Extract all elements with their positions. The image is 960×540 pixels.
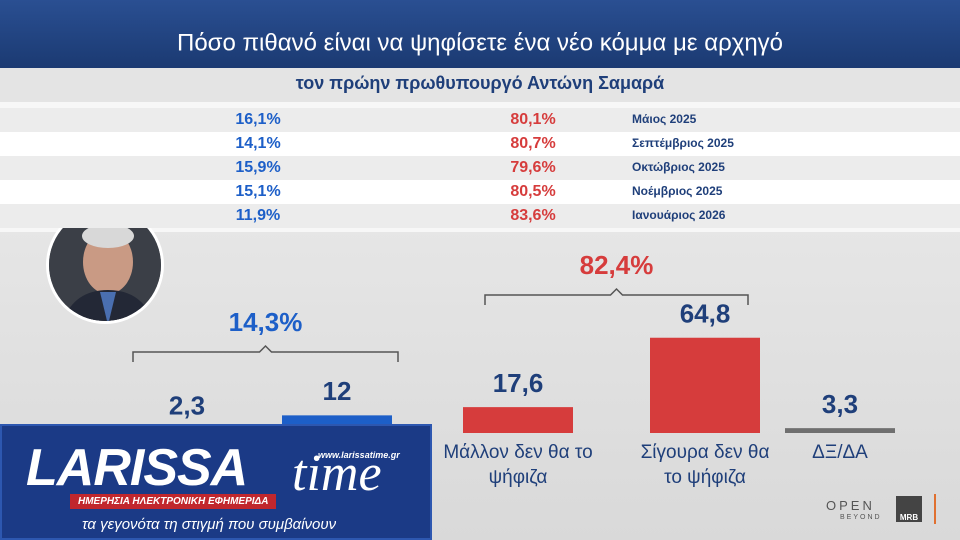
cell-date: Ιανουάριος 2026 [632,208,726,222]
pollster: MRB [896,496,922,522]
bar [650,337,760,433]
table: 16,1% 80,1% Μάιος 2025 14,1% 80,7% Σεπτέμβριο… [0,108,960,228]
cell-no: 80,1% [510,111,555,128]
group-total: 82,4% [580,250,654,280]
cell-yes: 15,1% [235,183,280,200]
cell-yes: 14,1% [235,135,280,152]
cell-yes: 16,1% [235,111,280,128]
cell-date: Οκτώβριος 2025 [632,160,725,174]
cell-no: 83,6% [510,207,555,224]
logo-tagline: τα γεγονότα τη στιγμή που συμβαίνουν [82,516,337,533]
table-row [0,132,960,156]
category-label: ΔΞ/ΔΑ [812,442,868,463]
plot: 2,3 12 17,6 64,8 3,3 14,3% 82,4% [132,250,895,433]
table-row [0,204,960,228]
subtitle-band [0,68,960,102]
bracket [132,344,399,362]
logo: LARISSA time www.larissatime.gr ΗΜΕΡΗΣΙΑ… [0,424,432,540]
table-row [0,156,960,180]
category-label: Σίγουρα δεν θα το ψήφιζα [640,442,770,488]
value-label: 64,8 [680,299,731,329]
channel: OPEN [826,498,875,513]
value-label: 2,3 [169,390,205,420]
value-label: 12 [323,376,352,406]
bracket [484,287,749,305]
accent [934,494,936,524]
value-label: 3,3 [822,389,858,419]
group-total: 14,3% [229,307,303,337]
table-row [0,180,960,204]
cell-date: Νοέμβριος 2025 [632,184,723,198]
header-band [0,0,960,68]
logo-url: www.larissatime.gr [318,450,400,460]
bar [785,428,895,433]
logo-name2: time [292,445,382,502]
channel-sub: BEYOND [840,514,882,521]
bar [463,407,573,433]
category-label: Μάλλον δεν θα το ψήφιζα [443,442,593,488]
cell-yes: 11,9% [236,207,280,224]
table-row [0,108,960,132]
cell-no: 80,7% [510,135,555,152]
logo-name: LARISSA [26,439,248,497]
logo-strap: ΗΜΕΡΗΣΙΑ ΗΛΕΚΤΡΟΝΙΚΗ ΕΦΗΜΕΡΙΔΑ [70,494,277,509]
cell-no: 79,6% [510,159,555,176]
value-label: 17,6 [493,368,544,398]
title: Πόσο πιθανό είναι να ψηφίσετε ένα νέο κό… [177,29,783,56]
cell-date: Μάιος 2025 [632,112,697,126]
cell-date: Σεπτέμβριος 2025 [632,136,734,150]
cell-yes: 15,9% [235,159,280,176]
cell-no: 80,5% [510,183,555,200]
subtitle: τον πρώην πρωθυπουργό Αντώνη Σαμαρά [296,73,664,93]
